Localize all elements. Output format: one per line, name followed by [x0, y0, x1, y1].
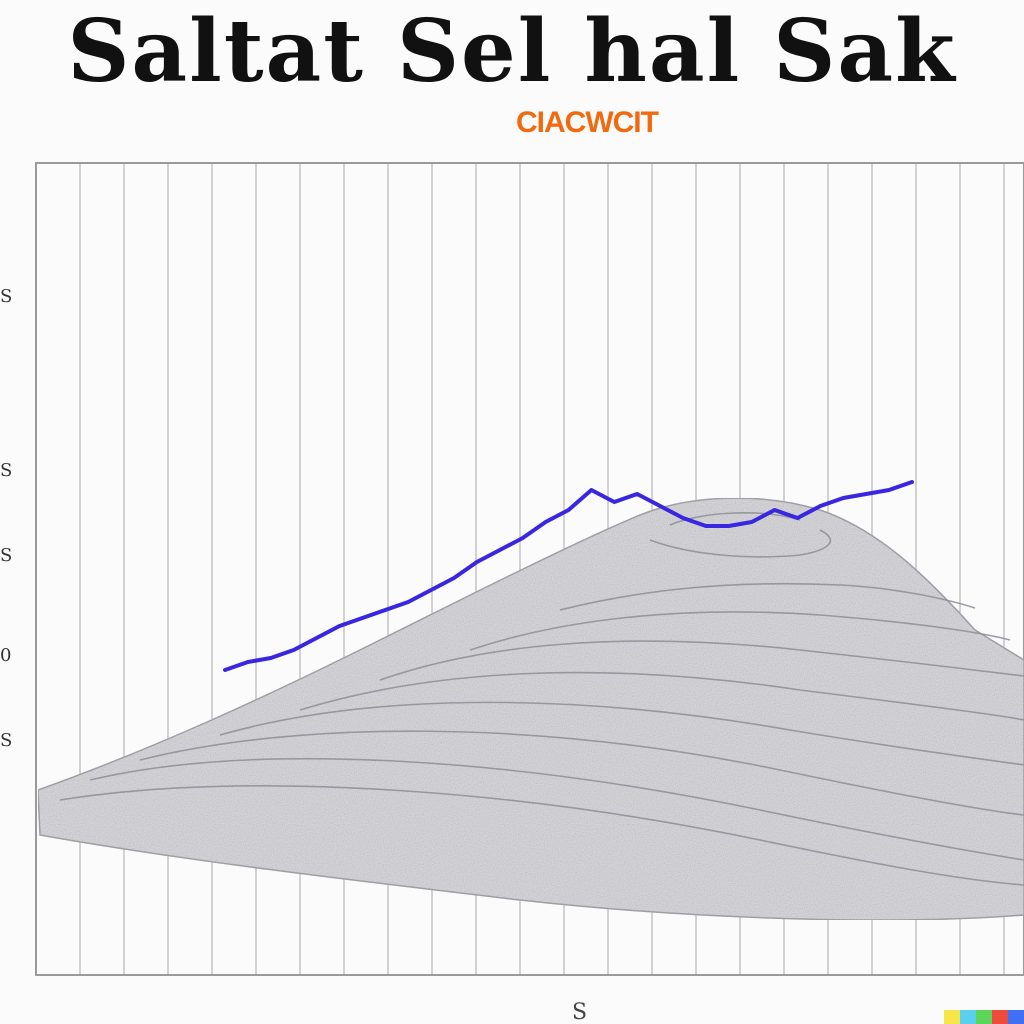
data-point [589, 488, 594, 492]
side-tick-label: S [0, 286, 13, 307]
data-point [360, 616, 364, 620]
data-point [658, 504, 662, 508]
data-point [727, 524, 731, 528]
color-swatch [944, 1010, 960, 1024]
color-strip [944, 1010, 1024, 1024]
color-swatch [1008, 1010, 1024, 1024]
data-point [750, 520, 754, 524]
side-tick-label: S [0, 545, 13, 566]
data-point [704, 524, 708, 528]
data-point [795, 516, 800, 520]
data-point [612, 500, 616, 504]
data-point [910, 480, 914, 484]
data-point [818, 504, 823, 508]
side-tick-label: S [0, 460, 13, 481]
chart-subtitle: CIACWCIT [516, 106, 659, 139]
series-group [223, 480, 914, 672]
data-point [383, 608, 387, 612]
data-point [269, 656, 273, 660]
plot-frame [35, 162, 1024, 976]
data-point [223, 668, 227, 672]
data-point [681, 516, 685, 520]
data-point [475, 560, 479, 564]
data-point [406, 600, 410, 604]
data-point [452, 576, 456, 580]
data-point [292, 648, 296, 652]
footer-mark: S [572, 1000, 588, 1024]
data-point [337, 624, 342, 628]
data-point [429, 588, 433, 592]
chart-title: Saltat Sel hal Sak [67, 1, 957, 102]
data-point [635, 492, 639, 496]
data-point [544, 520, 548, 524]
side-tick-label: 0 [0, 645, 12, 666]
data-point [887, 488, 891, 492]
data-point [521, 536, 525, 540]
data-point [841, 496, 845, 500]
data-point [566, 508, 571, 512]
data-point [246, 660, 250, 664]
data-point [773, 508, 777, 512]
color-swatch [976, 1010, 992, 1024]
color-swatch [992, 1010, 1008, 1024]
mound-contours [59, 512, 1024, 886]
data-point [498, 548, 502, 552]
data-point [315, 636, 319, 640]
mound-shape [37, 497, 1024, 921]
data-point [864, 492, 868, 496]
color-swatch [960, 1010, 976, 1024]
side-tick-label: S [0, 730, 13, 751]
